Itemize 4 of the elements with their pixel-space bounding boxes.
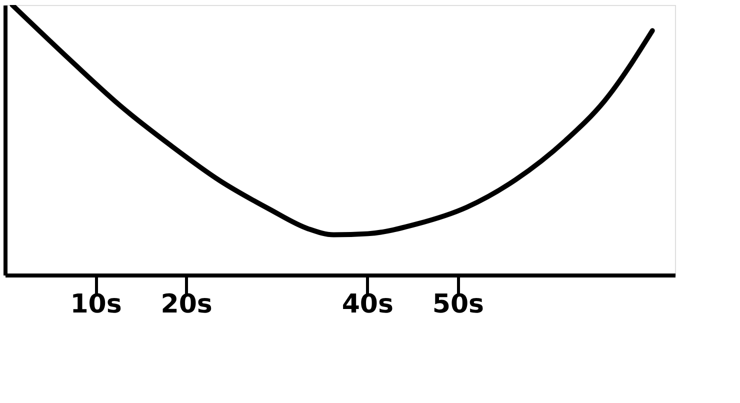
x-tick-label: 40s — [342, 290, 394, 320]
x-tick-label: 50s — [432, 290, 484, 320]
x-tick-label: 10s — [70, 290, 122, 320]
x-tick-label: 20s — [160, 290, 212, 320]
